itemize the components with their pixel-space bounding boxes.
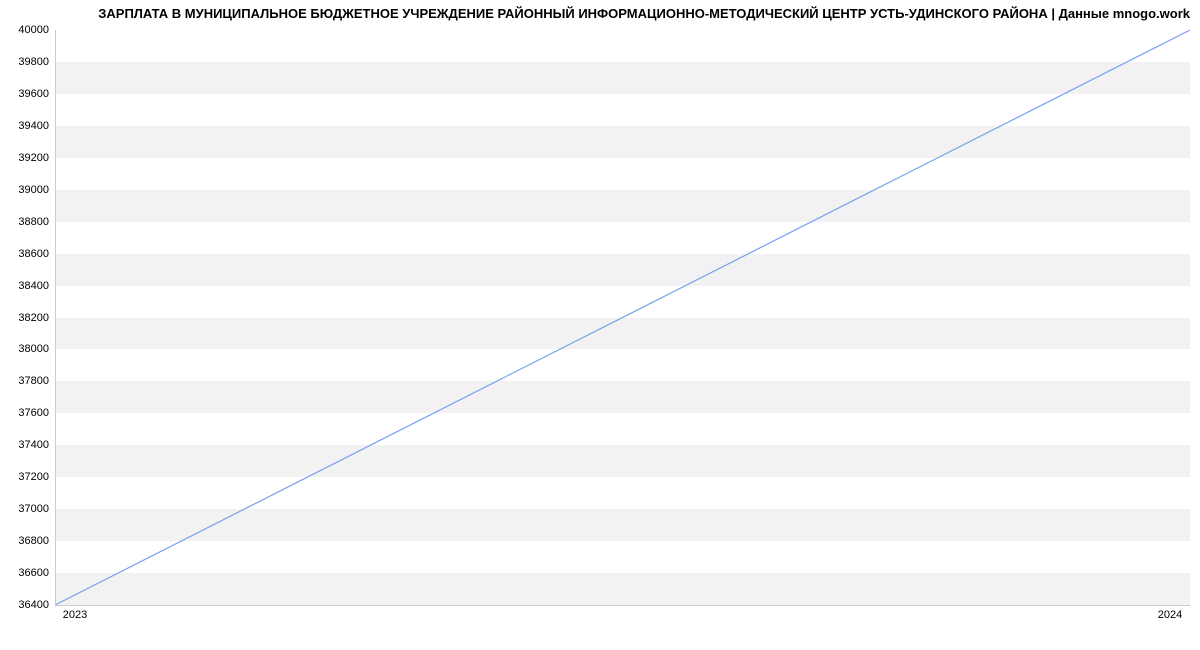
x-axis-line (55, 605, 1190, 606)
x-tick-label: 2023 (63, 609, 87, 621)
y-tick-label: 38600 (18, 248, 49, 260)
y-tick-label: 38200 (18, 312, 49, 324)
y-axis-line (55, 30, 56, 605)
chart-title: ЗАРПЛАТА В МУНИЦИПАЛЬНОЕ БЮДЖЕТНОЕ УЧРЕЖ… (0, 6, 1190, 21)
y-tick-label: 38400 (18, 280, 49, 292)
y-tick-label: 37200 (18, 471, 49, 483)
y-tick-label: 39200 (18, 152, 49, 164)
series-line-salary (55, 30, 1190, 605)
y-tick-label: 37600 (18, 407, 49, 419)
y-tick-label: 39600 (18, 88, 49, 100)
y-tick-label: 36800 (18, 535, 49, 547)
plot-area: 3640036600368003700037200374003760037800… (55, 30, 1190, 605)
y-tick-label: 38000 (18, 343, 49, 355)
y-tick-label: 37400 (18, 439, 49, 451)
chart-line-layer (55, 30, 1190, 605)
chart-container: ЗАРПЛАТА В МУНИЦИПАЛЬНОЕ БЮДЖЕТНОЕ УЧРЕЖ… (0, 0, 1200, 650)
y-tick-label: 36600 (18, 567, 49, 579)
x-tick-label: 2024 (1158, 609, 1182, 621)
y-tick-label: 39000 (18, 184, 49, 196)
y-tick-label: 37800 (18, 375, 49, 387)
y-tick-label: 39800 (18, 56, 49, 68)
y-tick-label: 37000 (18, 503, 49, 515)
y-tick-label: 40000 (18, 24, 49, 36)
y-tick-label: 36400 (18, 599, 49, 611)
y-tick-label: 38800 (18, 216, 49, 228)
y-tick-label: 39400 (18, 120, 49, 132)
